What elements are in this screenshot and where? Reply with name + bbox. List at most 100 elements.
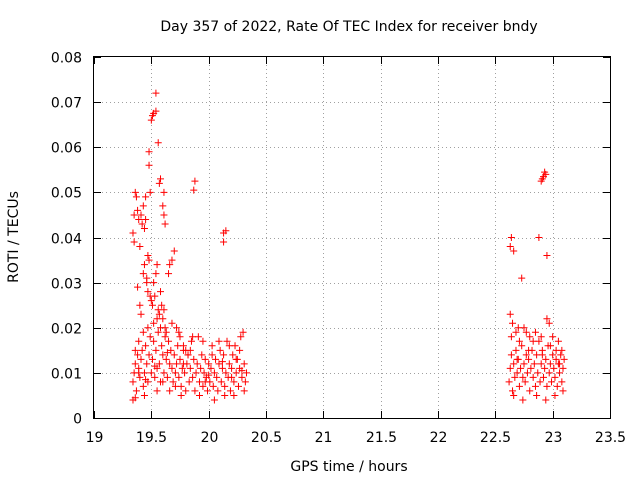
data-point xyxy=(143,360,151,368)
data-point xyxy=(527,364,535,372)
data-point xyxy=(554,337,562,345)
data-point xyxy=(545,319,553,327)
data-point xyxy=(166,387,174,395)
data-point xyxy=(161,220,169,228)
data-point xyxy=(208,342,216,350)
data-point xyxy=(241,378,249,386)
data-point xyxy=(181,369,189,377)
data-point xyxy=(518,274,526,282)
data-point xyxy=(155,310,163,318)
data-point xyxy=(178,364,186,372)
data-point xyxy=(526,333,534,341)
data-point xyxy=(139,328,147,336)
data-point xyxy=(534,369,542,377)
data-point xyxy=(135,369,143,377)
x-tick-label: 21.5 xyxy=(366,430,397,446)
data-point xyxy=(517,364,525,372)
data-point xyxy=(218,358,226,366)
data-point xyxy=(522,351,530,359)
data-point xyxy=(179,360,187,368)
data-point xyxy=(154,328,162,336)
data-point xyxy=(140,224,148,232)
data-point xyxy=(144,288,152,296)
data-point xyxy=(531,382,539,390)
data-point xyxy=(220,351,228,359)
data-point xyxy=(138,346,146,354)
data-point xyxy=(201,378,209,386)
y-tick-label: 0.04 xyxy=(51,232,82,248)
data-point xyxy=(136,243,144,251)
data-point xyxy=(146,333,154,341)
data-point xyxy=(160,306,168,314)
data-point xyxy=(131,360,139,368)
data-point xyxy=(205,371,213,379)
data-point xyxy=(214,387,222,395)
data-point xyxy=(215,337,223,345)
data-point xyxy=(558,378,566,386)
data-point xyxy=(135,337,143,345)
data-point xyxy=(207,364,215,372)
data-point xyxy=(171,382,179,390)
data-point xyxy=(193,360,201,368)
data-point xyxy=(160,211,168,219)
data-point xyxy=(529,337,537,345)
data-point xyxy=(191,387,199,395)
data-point xyxy=(533,391,541,399)
data-point xyxy=(131,394,139,402)
data-point xyxy=(145,351,153,359)
data-point xyxy=(139,202,147,210)
data-point xyxy=(507,234,515,241)
data-point xyxy=(549,333,557,341)
data-point xyxy=(175,373,183,381)
data-point xyxy=(137,211,145,219)
data-point xyxy=(136,301,144,309)
x-tick-label: 19.5 xyxy=(136,430,167,446)
data-point xyxy=(525,355,533,363)
data-point xyxy=(228,364,236,372)
x-tick-label: 20.5 xyxy=(251,430,282,446)
data-point xyxy=(155,360,163,368)
data-point xyxy=(201,355,209,363)
data-point xyxy=(551,391,559,399)
data-point xyxy=(154,139,162,147)
data-point xyxy=(199,382,207,390)
data-point xyxy=(523,369,531,377)
data-point xyxy=(191,177,199,185)
data-point xyxy=(538,175,546,183)
y-tick-label: 0.06 xyxy=(51,141,82,157)
y-tick-labels: 0 0.01 0.02 0.03 0.04 0.05 0.06 0.07 0.08 xyxy=(51,51,82,428)
data-point xyxy=(552,346,560,354)
data-point xyxy=(151,292,159,300)
data-point xyxy=(130,211,138,219)
data-point xyxy=(169,378,177,386)
data-point xyxy=(512,346,520,354)
data-point xyxy=(526,387,534,395)
data-point xyxy=(190,355,198,363)
data-point xyxy=(550,364,558,372)
data-point xyxy=(142,193,150,201)
data-point xyxy=(225,360,233,368)
data-point xyxy=(535,234,543,241)
data-point xyxy=(162,328,170,336)
data-point xyxy=(140,391,148,399)
data-point xyxy=(150,279,158,287)
data-point xyxy=(239,328,247,336)
y-tick-label: 0.07 xyxy=(51,96,82,112)
plot-frame xyxy=(93,56,611,419)
data-point xyxy=(510,391,518,399)
x-tick-label: 22.5 xyxy=(480,430,511,446)
data-point xyxy=(559,364,567,372)
data-point xyxy=(134,283,142,291)
data-point xyxy=(220,238,228,246)
data-point xyxy=(525,346,533,354)
data-point xyxy=(152,107,160,115)
data-point xyxy=(158,342,166,350)
data-point xyxy=(163,349,171,357)
data-point xyxy=(160,369,168,377)
data-point xyxy=(142,342,150,350)
y-tick-label: 0.03 xyxy=(51,277,82,293)
data-point xyxy=(536,378,544,386)
data-point xyxy=(522,328,530,336)
data-point xyxy=(223,337,231,345)
data-point xyxy=(230,378,238,386)
